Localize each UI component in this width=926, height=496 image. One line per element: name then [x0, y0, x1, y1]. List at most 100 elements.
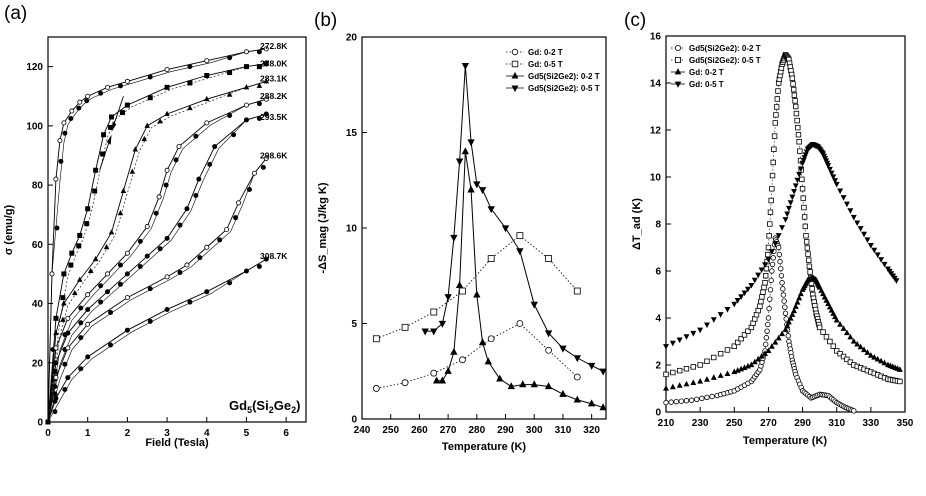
- panel-c-point: [694, 396, 700, 403]
- panel-a-curve-return-288.2K: [47, 98, 267, 423]
- panel-c-point: [784, 211, 791, 218]
- panel-b-ytick-label: 5: [351, 319, 357, 330]
- panel-c-point: [782, 326, 789, 332]
- panel-c-point: [762, 280, 768, 286]
- panel-b-legend-label: Gd: 0-5 T: [528, 60, 563, 69]
- panel-a-xtick-label: 2: [125, 428, 131, 439]
- panel-c-point: [765, 347, 772, 354]
- panel-b-point: [430, 328, 438, 336]
- panel-c-point: [834, 348, 840, 354]
- panel-c-xtick-label: 310: [828, 418, 845, 429]
- panel-c-point: [794, 177, 801, 184]
- panel-b-point: [461, 147, 470, 155]
- panel-b-point: [444, 294, 452, 302]
- panel-c-point: [840, 353, 847, 360]
- panel-a-point: [78, 320, 84, 326]
- panel-c-point: [799, 176, 805, 183]
- panel-c-point: [717, 372, 724, 378]
- panel-b-point: [573, 355, 581, 363]
- panel-a-point: [85, 321, 91, 327]
- panel-c-point: [787, 200, 794, 206]
- panel-a-point: [65, 330, 71, 336]
- panel-b-point: [544, 382, 553, 390]
- panel-c-point: [670, 369, 676, 376]
- panel-a-point: [164, 235, 170, 241]
- panel-a-point: [53, 176, 59, 182]
- panel-b-point: [372, 335, 380, 343]
- panel-a-point: [256, 49, 262, 55]
- panel-c-point: [678, 398, 685, 404]
- panel-c-ytick-label: 2: [655, 361, 661, 372]
- panel-b-ytick-label: 20: [346, 33, 358, 44]
- panel-b-legend-label: Gd5(Si2Ge2): 0-5 T: [528, 84, 600, 93]
- panel-a-point: [52, 409, 58, 415]
- panel-c-point: [791, 92, 798, 98]
- panel-c-point: [837, 351, 843, 357]
- panel-c-point: [779, 225, 786, 231]
- panel-a-point: [164, 167, 170, 173]
- panel-a-ytick-label: 40: [32, 299, 44, 310]
- panel-c-point: [830, 343, 836, 349]
- panel-c-point: [704, 394, 710, 401]
- panel-b-point: [401, 323, 409, 331]
- panel-c-point: [741, 290, 748, 297]
- panel-a-point: [187, 80, 193, 86]
- panel-a-point: [61, 300, 67, 306]
- panel-a-curve-return-293.5K: [47, 113, 267, 423]
- panel-c-point: [806, 263, 813, 269]
- panel-a-point: [85, 206, 91, 212]
- panel-a-curve-288.2K: [47, 98, 267, 423]
- panel-c-chart: 210 230 250 270 290 310 330 350 0 2 4 6 8 10 12 14 16 G…: [631, 32, 914, 448]
- panel-a-point: [57, 138, 63, 144]
- panel-c-point: [823, 334, 830, 340]
- panel-c-point: [871, 247, 878, 254]
- panel-a-point: [78, 366, 84, 372]
- panel-a-point: [236, 200, 242, 206]
- panel-c-point: [783, 316, 789, 322]
- panel-a-point: [177, 269, 183, 275]
- panel-c-point: [772, 338, 779, 345]
- panel-b-point: [559, 389, 567, 397]
- panel-a-point: [197, 255, 203, 261]
- panel-a-ytick-label: 80: [32, 181, 44, 192]
- panel-b-xtick-label: 310: [555, 425, 572, 436]
- panel-a-point: [263, 46, 269, 52]
- panel-c-point: [676, 337, 683, 344]
- panel-c-point: [711, 354, 717, 361]
- panel-c-point: [796, 139, 802, 145]
- panel-b-xtick-label: 240: [354, 425, 371, 436]
- panel-a-point: [45, 419, 51, 425]
- panel-b-point: [455, 158, 464, 166]
- panel-c-point: [784, 322, 791, 329]
- panel-a-point: [85, 306, 91, 312]
- panel-a-point: [164, 110, 170, 116]
- panel-c-point: [773, 104, 780, 110]
- panel-c-point: [827, 338, 833, 345]
- panel-a-point: [246, 187, 252, 193]
- panel-a-point: [137, 264, 143, 270]
- panel-a-chart: 0 1 2 3 4 5 6 0 20 40 60 80 100 120 272.8K 278.0K 283.…: [3, 36, 307, 449]
- panel-a-point: [76, 243, 82, 249]
- panel-c-point: [821, 293, 828, 300]
- panel-b-point: [478, 187, 487, 195]
- panel-a-ytick-label: 100: [26, 121, 43, 132]
- panel-b-point: [487, 335, 495, 343]
- panel-b-point: [544, 330, 553, 338]
- panel-b-line-2: [436, 151, 604, 409]
- panel-c-point: [833, 316, 840, 323]
- panel-c-xtick-label: 250: [726, 418, 743, 429]
- panel-c-point: [833, 181, 840, 188]
- panel-c-point: [794, 117, 800, 124]
- panel-a-point: [76, 276, 83, 282]
- panel-a-point: [227, 55, 233, 61]
- panel-c-point: [751, 277, 758, 284]
- panel-c-point: [767, 209, 774, 215]
- panel-b-point: [478, 338, 487, 346]
- panel-c-point: [897, 378, 903, 385]
- panel-c-point: [690, 364, 697, 370]
- panel-a-point: [147, 286, 153, 292]
- panel-a-point: [58, 158, 64, 164]
- panel-c-point: [826, 166, 833, 173]
- panel-c-point: [782, 310, 789, 316]
